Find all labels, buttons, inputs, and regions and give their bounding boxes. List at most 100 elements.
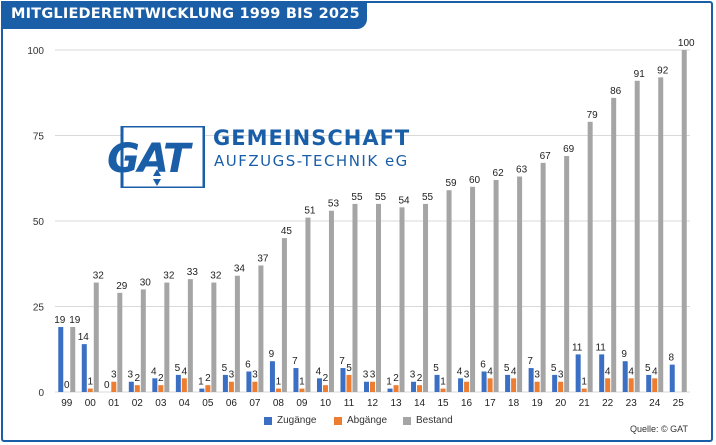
bar-zugaenge xyxy=(340,368,346,392)
bar-bestand xyxy=(540,162,546,392)
data-label: 6 xyxy=(480,359,486,370)
data-label: 2 xyxy=(417,373,423,384)
data-label: 4 xyxy=(628,366,634,377)
bar-zugaenge xyxy=(599,354,605,392)
data-label: 19 xyxy=(69,315,81,326)
bar-zugaenge xyxy=(128,381,134,392)
x-tick-label: 14 xyxy=(414,398,426,409)
data-label: 4 xyxy=(605,366,611,377)
bar-zugaenge xyxy=(669,364,675,392)
bar-bestand xyxy=(140,289,146,392)
x-tick-label: 10 xyxy=(320,398,332,409)
bar-bestand xyxy=(611,97,617,392)
bar-zugaenge xyxy=(222,374,228,392)
x-tick-label: 18 xyxy=(508,398,520,409)
data-label: 55 xyxy=(375,192,387,203)
bar-abgaenge xyxy=(558,381,564,392)
x-tick-label: 24 xyxy=(649,398,661,409)
legend-swatch-zugaenge xyxy=(264,417,272,425)
legend-item-abgaenge: Abgänge xyxy=(334,415,387,426)
x-tick-label: 01 xyxy=(108,398,120,409)
data-label: 100 xyxy=(678,38,695,49)
data-label: 5 xyxy=(645,363,651,374)
data-label: 69 xyxy=(563,144,575,155)
bar-zugaenge xyxy=(646,374,652,392)
data-label: 6 xyxy=(245,359,251,370)
bar-zugaenge xyxy=(387,388,393,392)
x-tick-label: 11 xyxy=(344,398,355,409)
bar-bestand xyxy=(117,292,123,392)
bar-zugaenge xyxy=(505,374,511,392)
bar-bestand xyxy=(423,203,429,392)
data-label: 3 xyxy=(111,370,117,381)
data-label: 4 xyxy=(511,366,517,377)
data-label: 91 xyxy=(634,69,646,80)
data-label: 0 xyxy=(64,380,70,391)
data-label: 4 xyxy=(652,366,658,377)
bar-bestand xyxy=(564,156,570,392)
bar-bestand xyxy=(164,282,170,392)
bar-bestand xyxy=(281,238,287,392)
bar-abgaenge xyxy=(464,381,470,392)
data-label: 5 xyxy=(346,363,352,374)
data-label: 62 xyxy=(493,168,505,179)
bar-zugaenge xyxy=(269,361,275,392)
data-label: 86 xyxy=(610,86,622,97)
data-label: 2 xyxy=(158,373,164,384)
data-label: 1 xyxy=(581,377,587,388)
data-label: 2 xyxy=(205,373,211,384)
bar-abgaenge xyxy=(158,385,164,392)
data-label: 45 xyxy=(281,226,293,237)
data-label: 1 xyxy=(87,377,93,388)
x-tick-label: 21 xyxy=(579,398,591,409)
data-label: 19 xyxy=(54,315,66,326)
y-tick-label: 50 xyxy=(33,217,45,228)
x-tick-label: 19 xyxy=(532,398,544,409)
bar-zugaenge xyxy=(152,378,158,392)
data-label: 34 xyxy=(234,264,246,275)
bar-zugaenge xyxy=(552,374,558,392)
bar-bestand xyxy=(258,265,264,392)
x-tick-label: 17 xyxy=(485,398,497,409)
source-note: Quelle: © GAT xyxy=(630,424,688,434)
bar-abgaenge xyxy=(440,388,446,392)
data-label: 3 xyxy=(370,370,376,381)
bar-zugaenge xyxy=(458,378,464,392)
bar-bestand xyxy=(352,203,358,392)
legend-swatch-bestand xyxy=(403,417,411,425)
x-tick-label: 23 xyxy=(626,398,638,409)
data-label: 1 xyxy=(198,377,204,388)
data-label: 3 xyxy=(534,370,540,381)
bar-abgaenge xyxy=(205,385,211,392)
data-label: 1 xyxy=(386,377,392,388)
bar-abgaenge xyxy=(181,378,187,392)
data-label: 32 xyxy=(210,271,222,282)
bar-abgaenge xyxy=(87,388,93,392)
data-label: 33 xyxy=(187,267,199,278)
bar-abgaenge xyxy=(111,381,117,392)
bar-bestand xyxy=(328,210,334,392)
data-label: 5 xyxy=(175,363,181,374)
data-label: 2 xyxy=(393,373,399,384)
data-label: 51 xyxy=(304,206,316,217)
x-tick-label: 15 xyxy=(437,398,449,409)
x-tick-label: 22 xyxy=(602,398,614,409)
x-tick-label: 07 xyxy=(249,398,261,409)
data-label: 63 xyxy=(516,165,528,176)
bar-abgaenge xyxy=(534,381,540,392)
data-label: 4 xyxy=(151,366,157,377)
data-label: 1 xyxy=(276,377,282,388)
data-label: 3 xyxy=(558,370,564,381)
x-tick-label: 25 xyxy=(673,398,685,409)
x-tick-label: 08 xyxy=(273,398,285,409)
bar-bestand xyxy=(399,207,405,392)
bar-zugaenge xyxy=(411,381,417,392)
data-label: 37 xyxy=(257,253,269,264)
bar-bestand xyxy=(446,190,452,392)
bar-bestand xyxy=(517,176,523,392)
x-tick-label: 03 xyxy=(155,398,167,409)
bar-zugaenge xyxy=(316,378,322,392)
legend-item-bestand: Bestand xyxy=(403,415,453,426)
bar-abgaenge xyxy=(134,385,140,392)
x-tick-label: 06 xyxy=(226,398,238,409)
